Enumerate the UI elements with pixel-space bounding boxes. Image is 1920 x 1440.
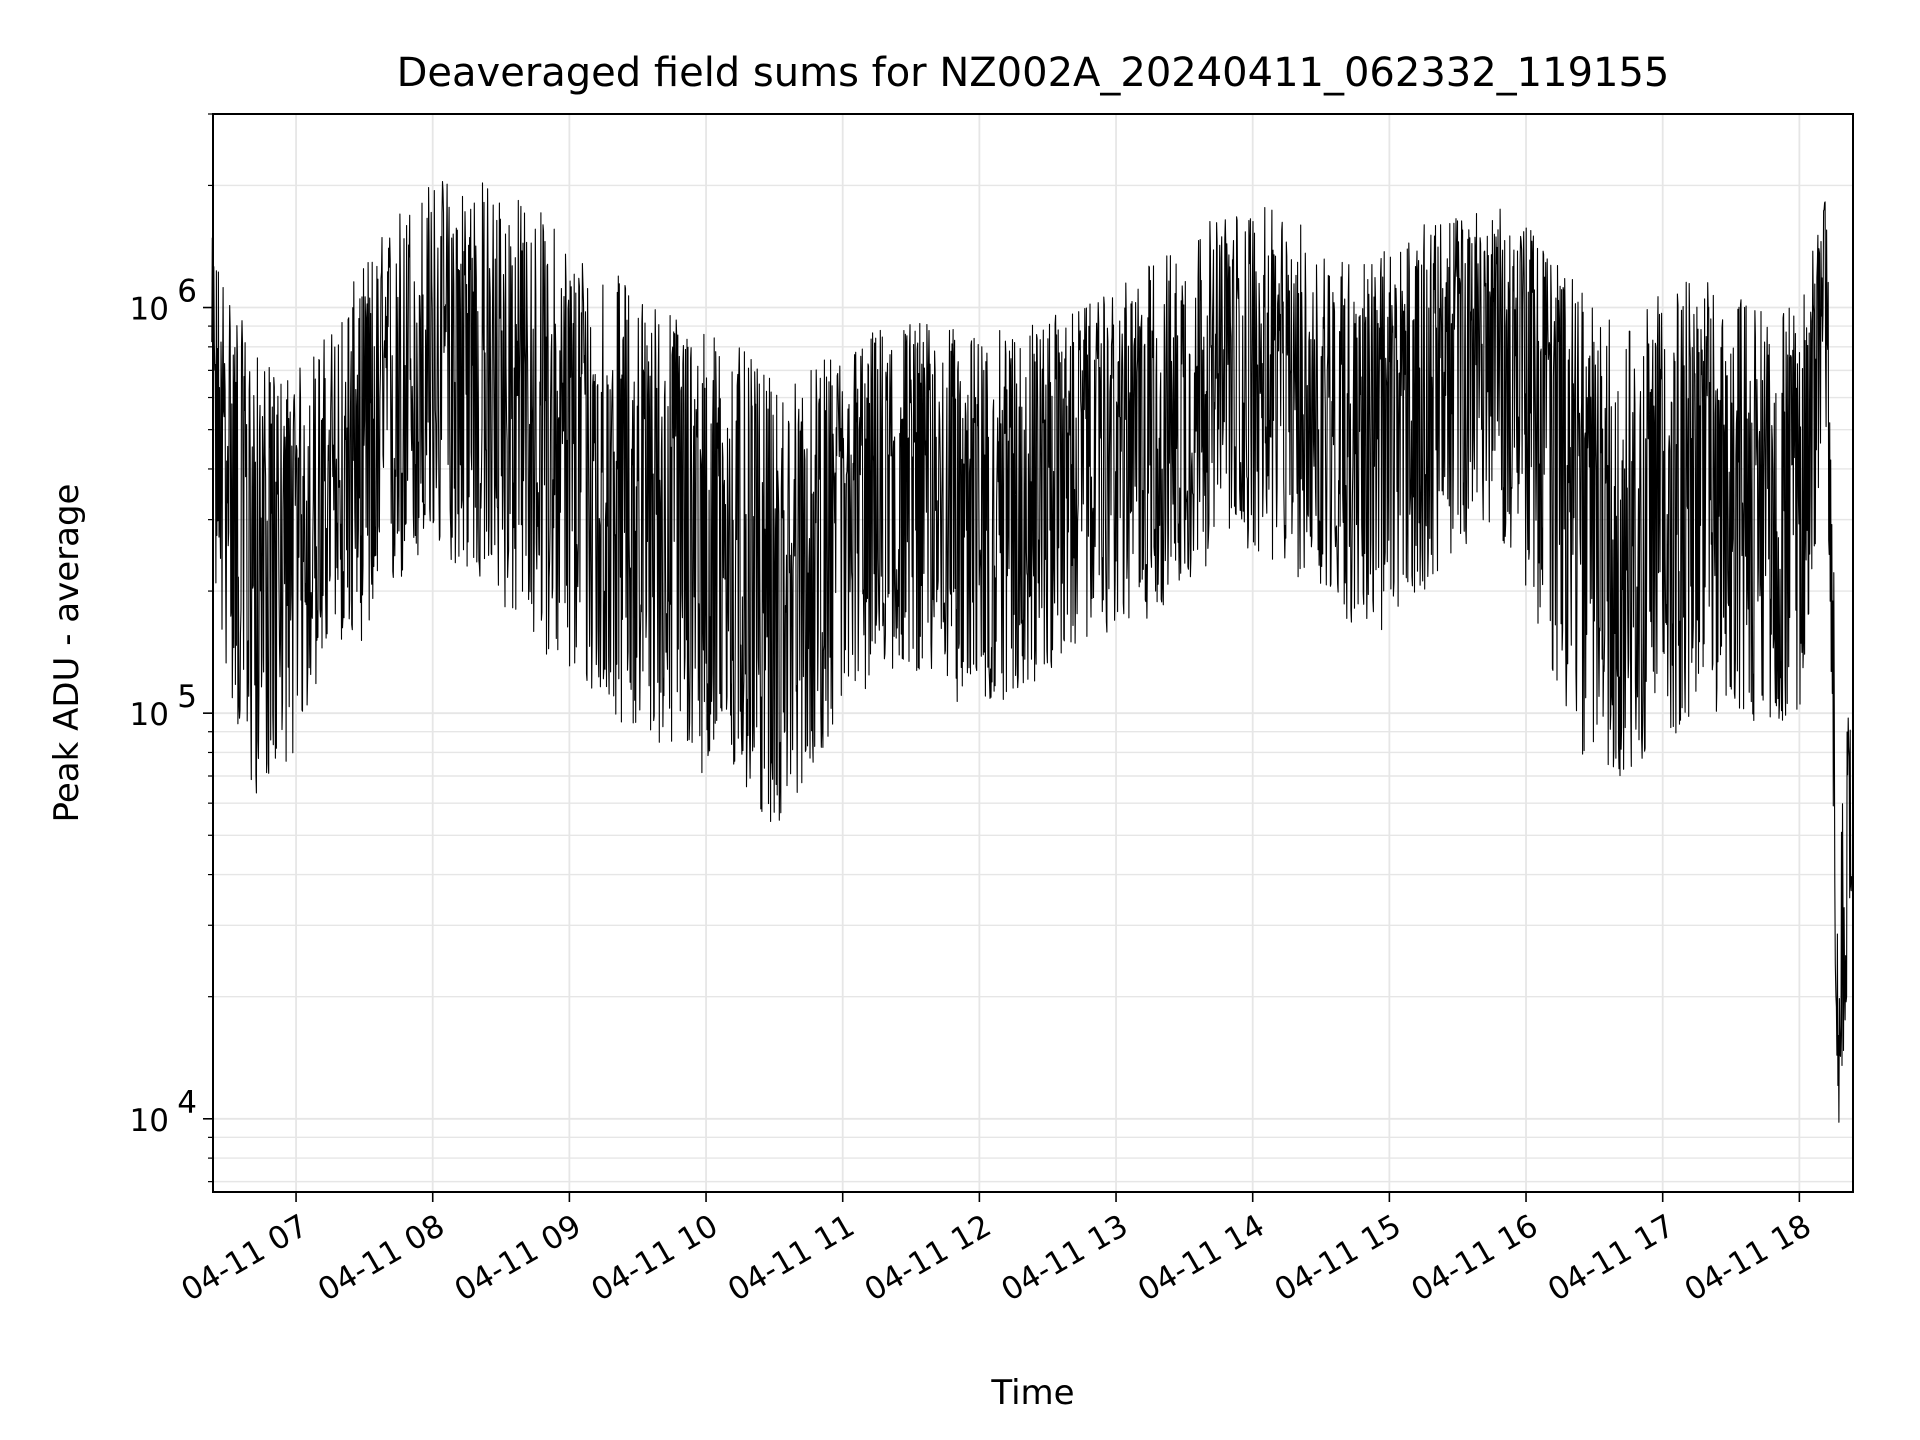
grid — [213, 113, 1853, 1192]
plot-frame — [212, 113, 1854, 1193]
chart-title: Deaveraged field sums for NZ002A_2024041… — [397, 50, 1670, 96]
series-layer — [211, 180, 1853, 1123]
x-axis-label: Time — [990, 1373, 1074, 1413]
y-tick-label: 10 — [130, 292, 169, 328]
y-tick-exponent: 4 — [177, 1085, 197, 1121]
y-tick-exponent: 5 — [177, 679, 197, 715]
y-tick-exponent: 6 — [177, 274, 197, 310]
y-axis-label: Peak ADU - average — [47, 484, 87, 823]
series-line — [211, 180, 1853, 1123]
y-tick-label: 10 — [130, 697, 169, 733]
y-tick-label: 10 — [130, 1103, 169, 1139]
